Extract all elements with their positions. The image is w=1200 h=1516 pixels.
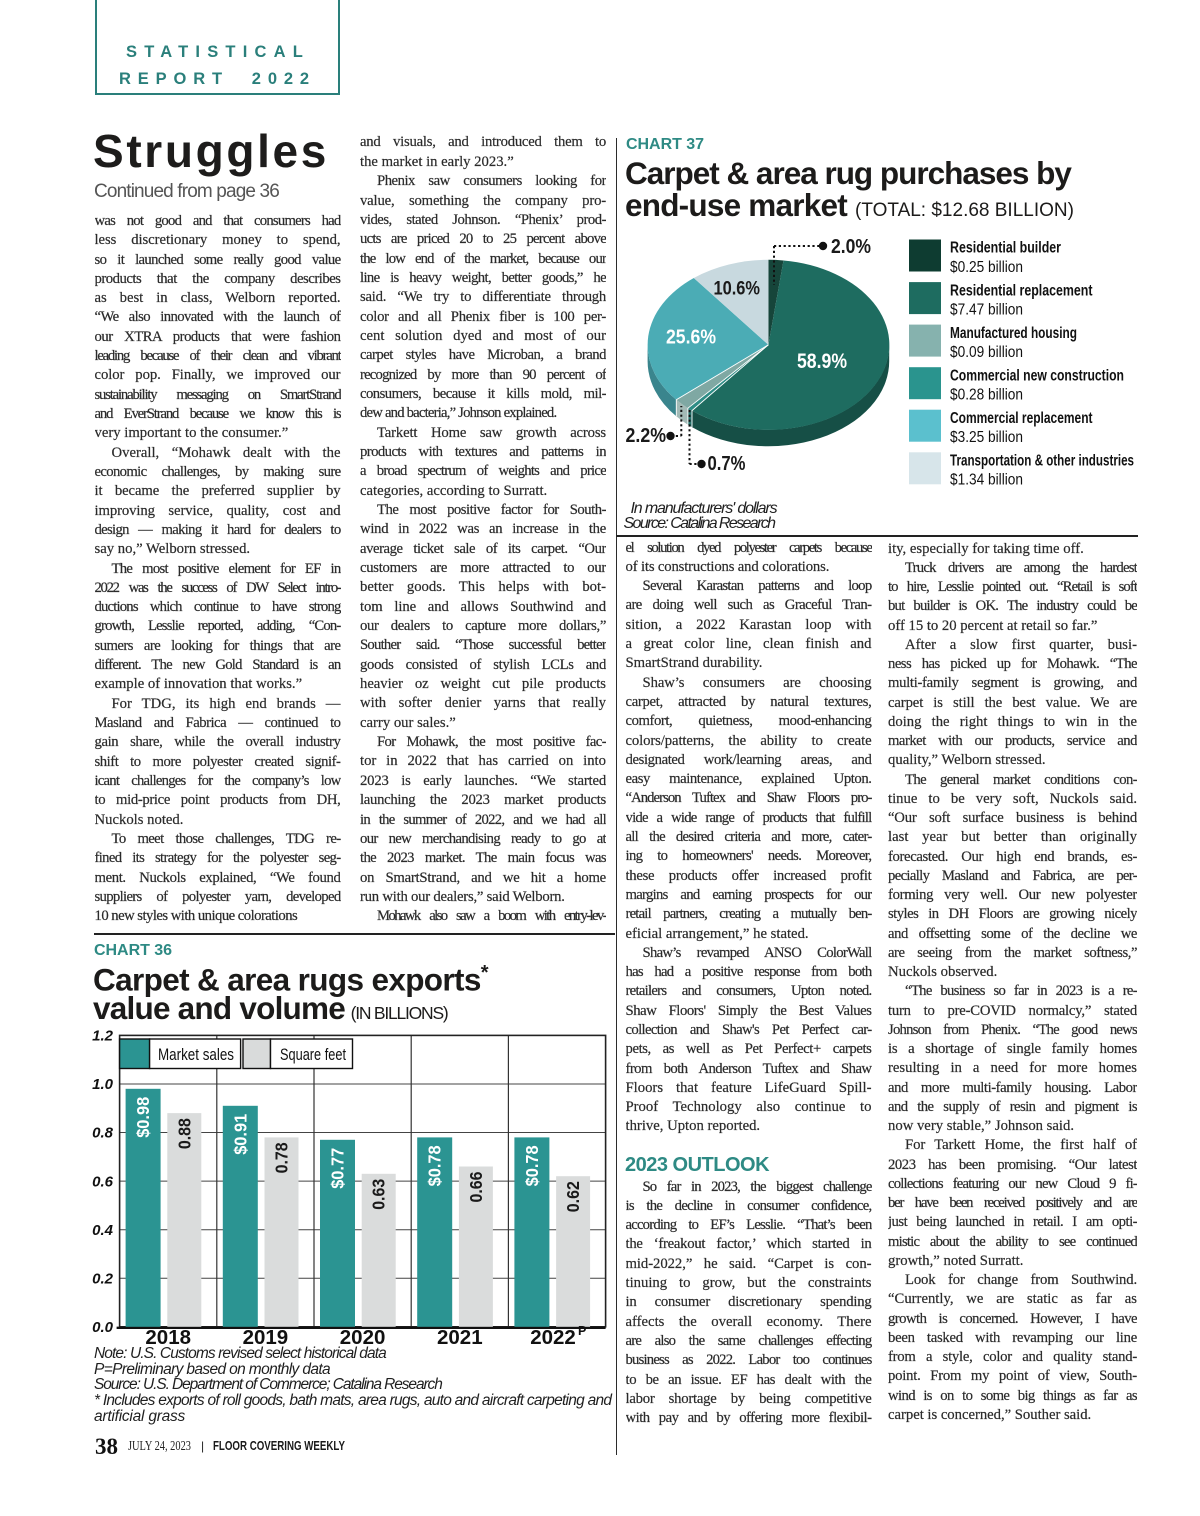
svg-text:$0.98: $0.98 [133,1097,153,1138]
svg-text:2.2%: 2.2% [626,425,667,447]
svg-text:Residential replacement: Residential replacement [950,282,1093,299]
svg-text:$3.25 billion: $3.25 billion [950,429,1023,446]
svg-text:$0.09 billion: $0.09 billion [950,344,1023,361]
svg-text:$0.28 billion: $0.28 billion [950,387,1023,404]
svg-text:0.4: 0.4 [92,1222,114,1239]
svg-text:Residential builder: Residential builder [950,240,1061,257]
svg-text:$1.34 billion: $1.34 billion [950,472,1023,489]
svg-text:Manufactured housing: Manufactured housing [950,325,1077,342]
svg-text:P: P [578,1324,586,1338]
svg-text:0.78: 0.78 [272,1142,292,1173]
svg-text:2019: 2019 [243,1326,289,1349]
svg-text:Commercial new construction: Commercial new construction [950,367,1124,384]
svg-text:Commercial replacement: Commercial replacement [950,410,1093,427]
svg-text:$7.47 billion: $7.47 billion [950,301,1023,318]
svg-text:0.62: 0.62 [563,1181,583,1212]
svg-text:Square feet: Square feet [280,1045,346,1064]
svg-text:0.8: 0.8 [92,1125,114,1142]
svg-text:$0.78: $0.78 [425,1145,445,1186]
svg-text:0.6: 0.6 [92,1173,114,1190]
svg-text:0.2: 0.2 [92,1270,114,1287]
svg-text:$0.91: $0.91 [230,1114,250,1155]
svg-text:58.9%: 58.9% [797,350,847,373]
svg-text:25.6%: 25.6% [666,327,716,349]
svg-text:1.0: 1.0 [92,1076,114,1093]
svg-text:Market sales: Market sales [158,1045,234,1064]
svg-text:2020: 2020 [340,1326,386,1349]
svg-text:0.66: 0.66 [466,1171,486,1202]
svg-text:1.2: 1.2 [92,1028,114,1045]
svg-text:0.0: 0.0 [92,1319,114,1336]
svg-text:$0.25 billion: $0.25 billion [950,259,1023,276]
svg-text:$0.78: $0.78 [522,1145,542,1186]
svg-text:0.63: 0.63 [369,1179,389,1210]
svg-text:0.7%: 0.7% [708,453,746,475]
svg-text:2.0%: 2.0% [831,236,871,258]
svg-text:Transportation & other industr: Transportation & other industries [950,453,1134,470]
svg-text:10.6%: 10.6% [714,279,761,300]
svg-text:0.88: 0.88 [174,1118,194,1149]
svg-text:2018: 2018 [145,1326,191,1349]
svg-text:$0.77: $0.77 [328,1148,348,1189]
svg-text:2022: 2022 [530,1326,576,1349]
svg-text:2021: 2021 [437,1326,483,1349]
